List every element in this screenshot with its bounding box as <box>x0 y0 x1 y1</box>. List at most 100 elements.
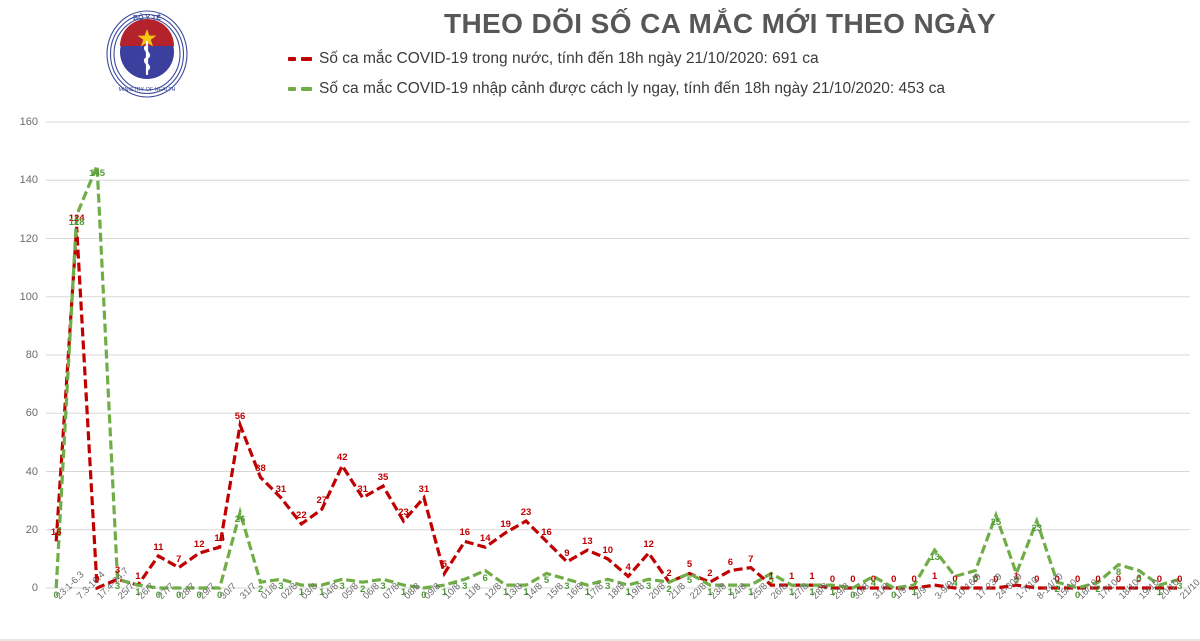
value-label-imported: 5 <box>686 575 693 587</box>
legend-dash-green-icon <box>288 87 312 91</box>
value-label-imported: 1 <box>748 587 754 599</box>
value-label-domestic: 0 <box>911 574 917 585</box>
value-label-imported: 1 <box>1156 587 1162 599</box>
value-label-domestic: 0 <box>972 574 979 585</box>
value-label-imported: 1 <box>707 587 713 599</box>
value-label-imported: 0 <box>155 590 161 601</box>
value-label-imported: 1 <box>809 587 815 599</box>
value-label-domestic: 0 <box>1095 574 1101 585</box>
value-label-domestic: 7 <box>748 553 754 565</box>
value-label-imported: 0 <box>1074 590 1081 601</box>
value-label-imported: 25 <box>990 517 1002 529</box>
value-label-domestic: 124 <box>68 212 85 224</box>
ministry-of-health-logo-icon: MINISTRY OF HEALTH BỘ Y TẾ <box>104 8 190 100</box>
y-axis-tick-label: 120 <box>19 232 38 245</box>
value-label-imported: 5 <box>543 575 550 587</box>
chart-plot-area: 0 20 40 60 80 100 120 140 160 16 124 0 3 1 11 7 12 14 56 38… <box>0 110 1200 601</box>
value-label-imported: 2 <box>1095 584 1101 596</box>
value-label-imported: 145 <box>89 167 105 179</box>
value-label-domestic: 1 <box>809 571 815 583</box>
value-label-imported: 2 <box>257 584 264 596</box>
value-label-domestic: 27 <box>316 495 328 507</box>
y-axis-tick-label: 0 <box>31 582 38 594</box>
value-label-domestic: 0 <box>1074 574 1081 585</box>
value-label-imported: 8 <box>1115 566 1122 578</box>
value-label-imported: 128 <box>68 217 85 229</box>
page-title: THEO DÕI SỐ CA MẮC MỚI THEO NGÀY <box>443 8 997 39</box>
footer-divider <box>0 639 1200 641</box>
value-label-imported: 26 <box>234 514 246 526</box>
value-label-imported: 4 <box>870 578 876 590</box>
value-label-imported: 3 <box>462 581 468 593</box>
legend-item-domestic: Số ca mắc COVID-19 trong nước, tính đến … <box>288 50 819 68</box>
value-label-domestic: 1 <box>931 571 938 583</box>
value-label-domestic: 22 <box>296 509 307 521</box>
value-label-imported: 1 <box>441 587 447 599</box>
value-label-imported: 6 <box>482 572 488 584</box>
value-label-domestic: 0 <box>993 574 999 585</box>
value-label-domestic: 0 <box>94 574 100 585</box>
value-label-domestic: 11 <box>153 541 164 553</box>
value-label-domestic: 23 <box>520 507 532 518</box>
value-label-domestic: 35 <box>377 472 389 484</box>
value-label-imported: 6 <box>1136 572 1142 584</box>
value-label-imported: 1 <box>298 587 304 599</box>
value-label-imported: 1 <box>135 587 141 599</box>
value-label-domestic: 23 <box>398 507 409 518</box>
value-label-domestic: 0 <box>870 574 876 585</box>
value-label-imported: 6 <box>972 572 979 584</box>
value-label-imported: 1 <box>523 587 529 599</box>
value-label-domestic: 0 <box>1136 574 1142 585</box>
value-label-domestic: 9 <box>564 547 570 559</box>
value-label-imported: 2 <box>359 584 366 596</box>
value-label-imported: 1 <box>584 587 590 599</box>
value-label-imported: 5 <box>1013 575 1019 587</box>
value-label-domestic: 13 <box>582 536 593 548</box>
value-label-domestic: 0 <box>829 574 836 585</box>
value-label-imported: 3 <box>380 581 386 593</box>
value-label-imported: 2 <box>1054 584 1060 596</box>
svg-text:BỘ Y TẾ: BỘ Y TẾ <box>133 12 161 22</box>
value-label-imported: 1 <box>788 587 795 599</box>
value-label-imported: 0 <box>176 590 182 601</box>
value-label-domestic: 16 <box>541 527 552 539</box>
value-label-imported: 3 <box>1177 581 1183 593</box>
value-label-imported: 3 <box>278 581 284 593</box>
legend-item-imported: Số ca mắc COVID-19 nhập cảnh được cách l… <box>288 80 945 98</box>
y-axis-tick-label: 60 <box>25 407 38 420</box>
series-line-domestic <box>54 226 1180 590</box>
value-label-imported: 23 <box>1031 523 1043 534</box>
value-label-domestic: 12 <box>643 539 654 551</box>
value-label-domestic: 1 <box>1013 571 1019 583</box>
value-label-domestic: 0 <box>952 574 958 585</box>
value-label-domestic: 2 <box>707 568 713 580</box>
value-label-domestic: 10 <box>602 544 614 556</box>
value-label-domestic: 0 <box>1034 574 1040 585</box>
value-label-domestic: 31 <box>418 483 430 495</box>
value-label-domestic: 4 <box>625 562 631 574</box>
value-label-domestic: 56 <box>234 410 246 422</box>
value-label-imported: 2 <box>666 584 672 596</box>
y-axis-tick-label: 160 <box>19 116 38 128</box>
value-label-imported: 3 <box>114 581 121 593</box>
value-label-domestic: 0 <box>1115 574 1122 585</box>
y-axis-tick-label: 20 <box>25 523 38 536</box>
value-label-domestic: 0 <box>1177 574 1183 585</box>
value-label-imported: 13 <box>929 552 940 564</box>
value-label-imported: 1 <box>911 587 917 599</box>
legend-dash-red-icon <box>288 57 312 61</box>
value-label-imported: 3 <box>339 581 345 593</box>
y-axis-tick-label: 100 <box>19 290 38 303</box>
value-label-domestic: 0 <box>1054 574 1060 585</box>
value-label-domestic: 1 <box>788 571 795 583</box>
series-line-imported <box>54 165 1181 590</box>
y-axis-tick-label: 140 <box>19 174 38 187</box>
value-label-domestic: 19 <box>500 518 511 530</box>
value-label-imported: 1 <box>625 587 631 599</box>
x-axis-tick-label: 2/9 <box>912 584 930 602</box>
value-label-domestic: 16 <box>459 527 471 539</box>
legend-label-domestic: Số ca mắc COVID-19 trong nước, tính đến … <box>319 50 819 67</box>
chart-svg <box>46 121 1190 590</box>
value-label-domestic: 0 <box>891 574 897 585</box>
